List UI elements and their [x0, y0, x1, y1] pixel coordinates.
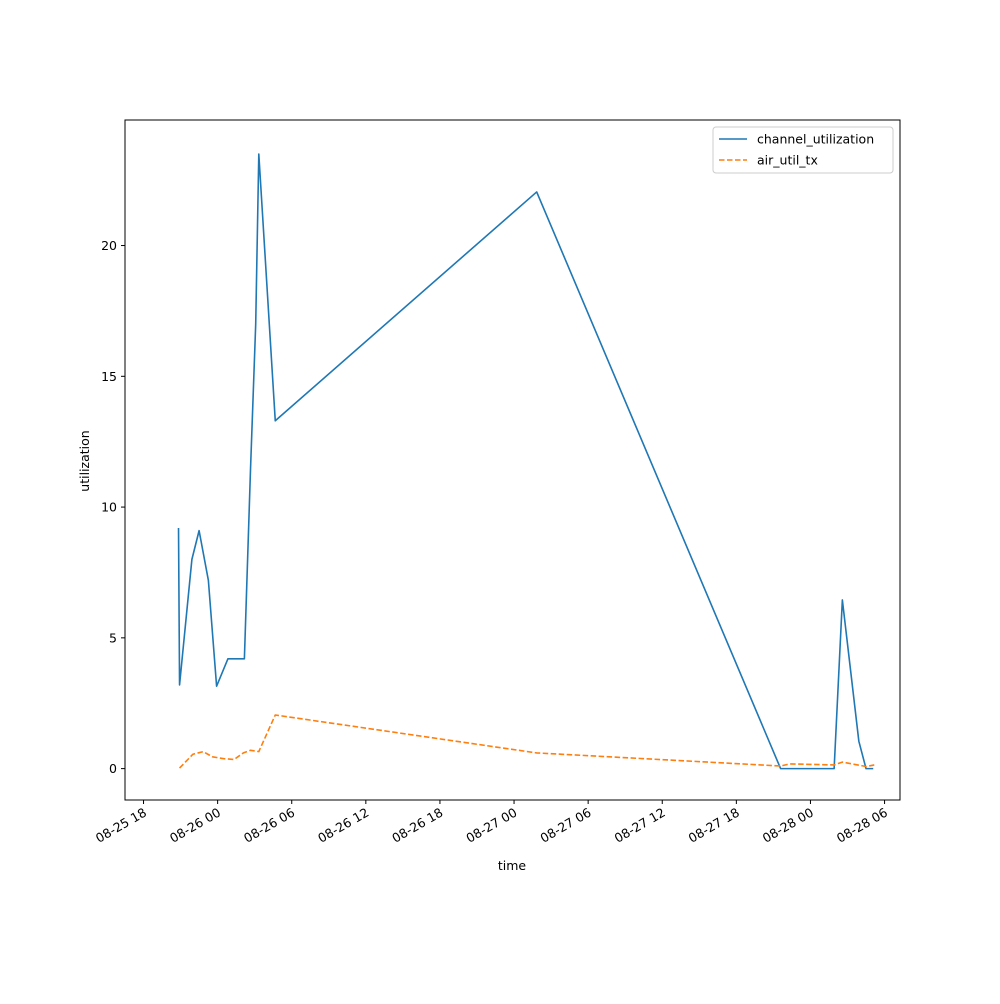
y-tick-label: 5	[109, 630, 117, 645]
legend-label: air_util_tx	[757, 153, 818, 168]
legend-label: channel_utilization	[757, 132, 874, 147]
legend-box	[712, 126, 894, 174]
plot-area	[177, 153, 875, 770]
y-tick-label: 0	[109, 761, 117, 776]
y-tick-label: 15	[101, 369, 117, 384]
plot-frame	[124, 119, 901, 801]
y-axis-label: utilization	[77, 430, 92, 491]
y-tick-label: 20	[101, 238, 117, 253]
y-tick-label: 10	[101, 500, 117, 515]
series-line-air_util_tx	[178, 714, 875, 769]
y-axis: 0 5 10 15 20	[101, 238, 125, 776]
legend: channel_utilization air_util_tx	[712, 126, 894, 174]
series-line-channel_utilization	[177, 153, 874, 770]
x-axis-label: time	[498, 858, 527, 873]
